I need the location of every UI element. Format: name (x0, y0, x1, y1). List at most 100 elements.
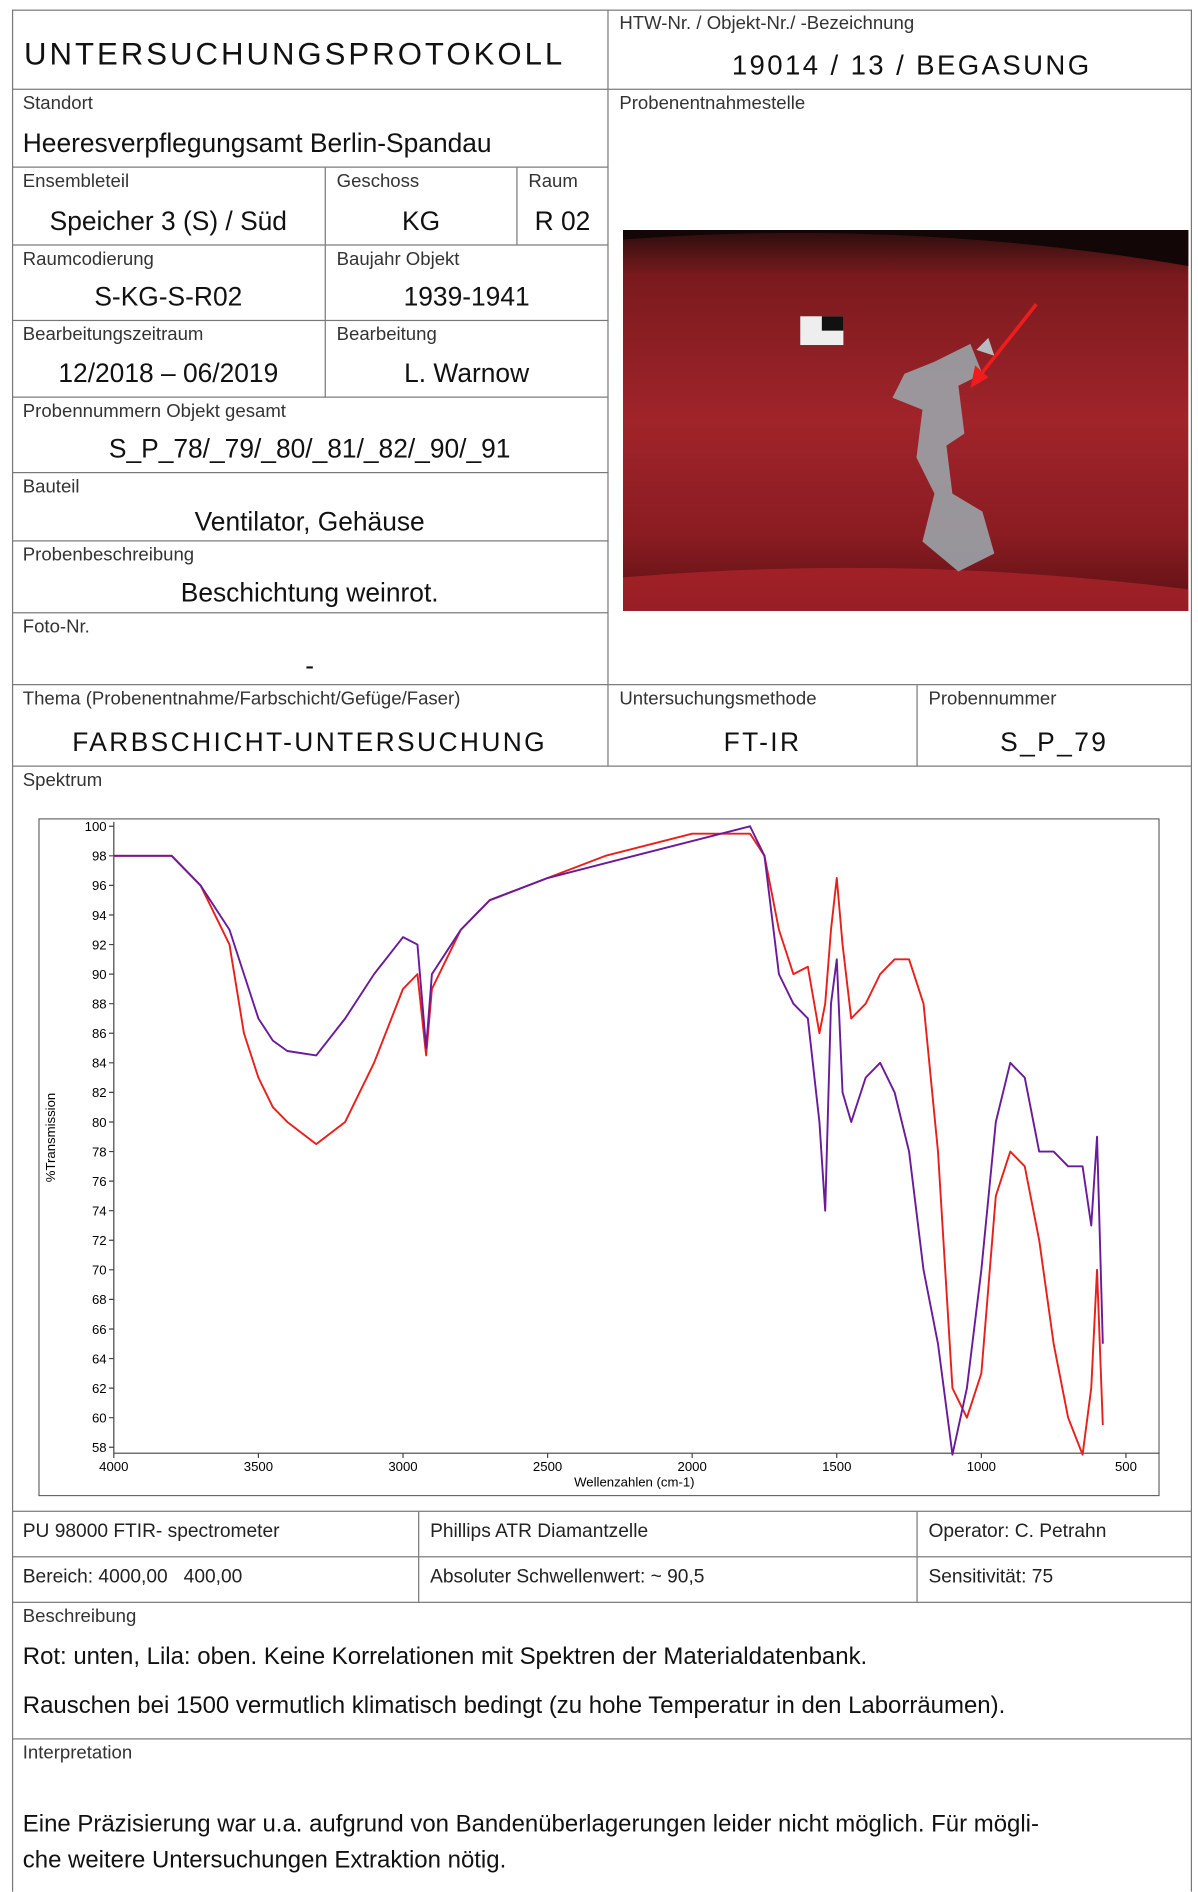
x-tick-label: 1500 (822, 1459, 851, 1474)
y-tick-label: 62 (92, 1381, 107, 1396)
cell: Raum R 02 (517, 167, 609, 246)
cell: Baujahr Objekt 1939-1941 (325, 245, 609, 322)
cell: Geschoss KG (325, 167, 518, 246)
cell: Bearbeitung L. Warnow (325, 321, 609, 398)
cell: Probennummer S_P_79 (917, 685, 1193, 767)
title-cell: UNTERSUCHUNGSPROTOKOLL (11, 9, 609, 90)
y-tick-label: 60 (92, 1410, 107, 1425)
cell: Foto-Nr. - (11, 613, 609, 686)
text: Rot: unten, Lila: oben. Keine Korrelatio… (22, 1643, 868, 1671)
y-tick-label: 90 (92, 967, 107, 982)
meta: PU 98000 FTIR- spectrometer (22, 1521, 280, 1542)
y-tick-label: 88 (92, 996, 107, 1011)
y-tick-label: 92 (92, 937, 107, 952)
y-tick-label: 98 (92, 849, 107, 864)
frame (11, 9, 1193, 1892)
label: Spektrum (22, 770, 103, 791)
label: Raum (528, 171, 578, 192)
cell: Probenbeschreibung Beschichtung weinrot. (11, 541, 609, 614)
chart: 58 60 62 64 66 68 70 72 74 76 78 80 82 84 86 88 90 92 94 96… (38, 818, 1160, 1497)
meta: Absoluter Schwellenwert: ~ 90,5 (430, 1566, 705, 1588)
value: S_P_79 (1000, 727, 1109, 758)
value: 19014 / 13 / BEGASUNG (731, 49, 1092, 81)
value: Heeresverpflegungsamt Berlin-Spandau (22, 128, 492, 159)
y-tick-label: 94 (92, 908, 107, 923)
y-tick-label: 82 (92, 1085, 107, 1100)
cell: Thema (Probenentnahme/Farbschicht/Gefüge… (11, 685, 609, 767)
y-tick-label: 72 (92, 1233, 107, 1248)
value: Speicher 3 (S) / Süd (49, 206, 287, 237)
cell: Interpretation Eine Präzisierung war u.a… (12, 1739, 1193, 1892)
text: Rauschen bei 1500 vermutlich klimatisch … (22, 1692, 1006, 1720)
value: FARBSCHICHT-UNTERSUCHUNG (72, 727, 548, 758)
photo (622, 230, 1189, 611)
meta: Phillips ATR Diamantzelle (430, 1521, 649, 1542)
cell: Operator: C. Petrahn (917, 1511, 1193, 1558)
cell: Bearbeitungszeitraum 12/2018 – 06/2019 (11, 321, 326, 398)
y-tick-label: 58 (92, 1440, 107, 1455)
y-tick-label: 64 (92, 1351, 107, 1366)
cell: PU 98000 FTIR- spectrometer (11, 1511, 420, 1558)
meta: Bereich: 4000,00 400,00 (22, 1566, 243, 1588)
y-tick-label: 100 (85, 819, 107, 834)
label: Bearbeitungszeitraum (22, 324, 204, 346)
cell: Beschreibung Rot: unten, Lila: oben. Kei… (11, 1602, 1193, 1740)
cell: Raumcodierung S-KG-S-R02 (11, 245, 326, 322)
x-tick-label: 3500 (244, 1459, 273, 1474)
value: Beschichtung weinrot. (180, 577, 439, 608)
value: 1939-1941 (403, 281, 530, 312)
text: Eine Präzisierung war u.a. aufgrund von … (22, 1811, 1039, 1874)
y-tick-label: 80 (92, 1115, 107, 1130)
label: Bearbeitung (336, 324, 437, 346)
value: L. Warnow (404, 358, 530, 389)
cell: Bauteil Ventilator, Gehäuse (11, 473, 609, 542)
label: Beschreibung (22, 1606, 137, 1627)
cell: Standort Heeresverpflegungsamt Berlin-Sp… (11, 89, 609, 168)
value: S-KG-S-R02 (94, 281, 243, 312)
label: Probennummern Objekt gesamt (22, 401, 286, 422)
x-axis-title: Wellenzahlen (cm-1) (574, 1475, 694, 1490)
y-tick-label: 68 (92, 1292, 107, 1307)
spectrum-cell: Spektrum (11, 766, 1193, 1512)
x-tick-label: 4000 (99, 1459, 128, 1474)
meta: Operator: C. Petrahn (928, 1521, 1107, 1542)
label: Foto-Nr. (22, 616, 90, 638)
y-tick-label: 84 (92, 1056, 107, 1071)
y-tick-label: 70 (92, 1263, 107, 1278)
chart-frame (38, 818, 1160, 1497)
y-tick-label: 74 (92, 1203, 107, 1218)
label: HTW-Nr. / Objekt-Nr./ -Bezeichnung (619, 13, 915, 34)
spectrum-line (113, 825, 1104, 1456)
label: Untersuchungsmethode (619, 688, 817, 710)
x-tick-label: 1000 (967, 1459, 996, 1474)
value: KG (402, 206, 441, 237)
y-axis-title: %Transmission (43, 1093, 58, 1182)
label: Probennummer (928, 688, 1057, 710)
cell: Untersuchungsmethode FT-IR (608, 685, 918, 767)
meta: Sensitivität: 75 (928, 1566, 1054, 1588)
label: Interpretation (22, 1743, 133, 1764)
label: Geschoss (336, 171, 420, 192)
cell: Sensitivität: 75 (917, 1557, 1193, 1603)
cell: Phillips ATR Diamantzelle (419, 1511, 918, 1558)
label: Raumcodierung (22, 249, 154, 270)
cell: Absoluter Schwellenwert: ~ 90,5 (419, 1557, 918, 1603)
photo-cell: Probenentnahmestelle (608, 89, 1193, 686)
x-tick-label: 2500 (533, 1459, 562, 1474)
y-tick-label: 86 (92, 1026, 107, 1041)
cell: Ensembleteil Speicher 3 (S) / Süd (11, 167, 326, 246)
label: Standort (22, 93, 93, 114)
id-cell: HTW-Nr. / Objekt-Nr./ -Bezeichnung 19014… (608, 9, 1193, 90)
value: - (305, 650, 315, 681)
y-tick-label: 96 (92, 878, 107, 893)
cell: Probennummern Objekt gesamt S_P_78/_79/_8… (11, 397, 609, 474)
value: FT-IR (723, 727, 802, 758)
value: R 02 (534, 206, 591, 237)
value: 12/2018 – 06/2019 (58, 358, 279, 389)
y-tick-label: 76 (92, 1174, 107, 1189)
y-tick-label: 78 (92, 1144, 107, 1159)
x-tick-label: 2000 (678, 1459, 707, 1474)
x-tick-label: 3000 (388, 1459, 417, 1474)
label: Probenbeschreibung (22, 545, 195, 566)
